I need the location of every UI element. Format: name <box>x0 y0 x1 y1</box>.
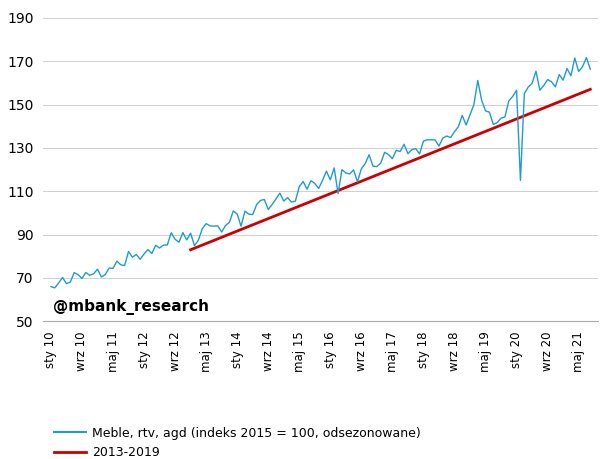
Text: @mbank_research: @mbank_research <box>53 299 209 315</box>
Legend: Meble, rtv, agd (indeks 2015 = 100, odsezonowane), 2013-2019: Meble, rtv, agd (indeks 2015 = 100, odse… <box>50 422 426 459</box>
